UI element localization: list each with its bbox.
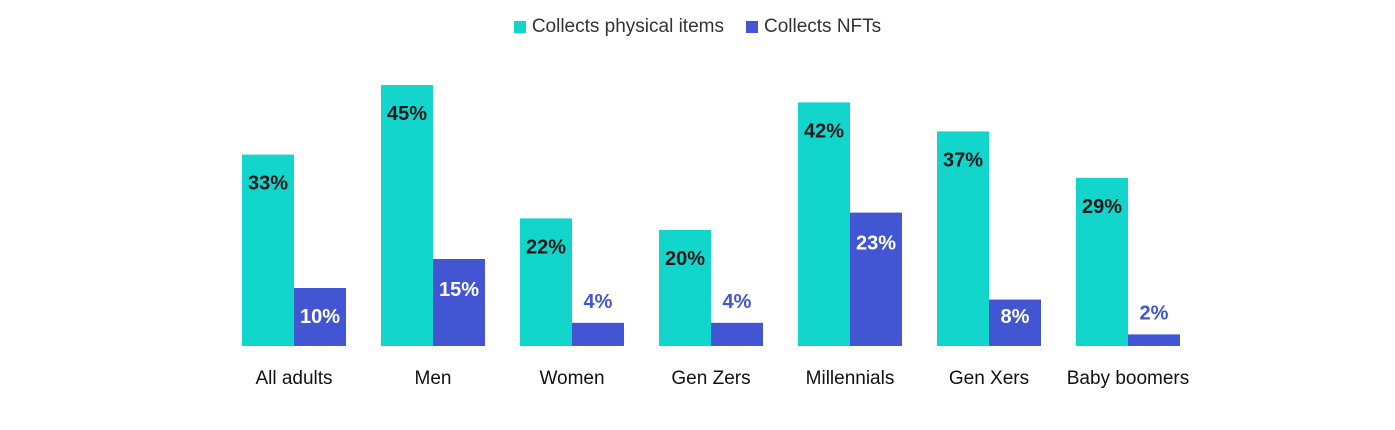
bar-nfts-1: [433, 259, 485, 346]
bar-nfts-4: [850, 212, 902, 346]
bar-physical-5: [937, 131, 989, 346]
legend-label-physical: Collects physical items: [531, 16, 724, 37]
category-label-5: Gen Xers: [949, 368, 1029, 389]
legend-label-nfts: Collects NFTs: [763, 16, 882, 37]
bar-physical-0: [242, 154, 294, 346]
legend-swatch-physical: [513, 21, 526, 33]
legend-item-nfts: Collects NFTs: [745, 16, 882, 38]
bar-label-physical-6: 29%: [1082, 196, 1122, 218]
bar-label-physical-2: 22%: [526, 236, 566, 258]
category-label-2: Women: [539, 368, 604, 389]
category-label-6: Baby boomers: [1067, 368, 1190, 389]
bar-nfts-6: [1128, 334, 1180, 346]
bar-label-nfts-6: 2%: [1140, 302, 1169, 324]
bar-label-physical-5: 37%: [943, 149, 983, 171]
bar-physical-1: [381, 85, 433, 346]
category-label-1: Men: [415, 368, 452, 389]
bar-nfts-3: [711, 322, 763, 346]
bar-physical-2: [520, 218, 572, 346]
bar-label-nfts-4: 23%: [856, 233, 896, 255]
bar-nfts-0: [294, 288, 346, 346]
category-label-4: Millennials: [806, 368, 895, 389]
bar-nfts-2: [572, 322, 624, 346]
bar-label-physical-1: 45%: [387, 103, 427, 125]
bar-physical-3: [659, 230, 711, 346]
bar-label-physical-0: 33%: [248, 173, 288, 195]
category-label-3: Gen Zers: [671, 368, 750, 389]
bar-label-nfts-5: 8%: [1001, 306, 1030, 328]
bar-label-nfts-3: 4%: [723, 291, 752, 313]
bar-physical-6: [1076, 177, 1128, 346]
legend-swatch-nfts: [745, 21, 758, 33]
bar-nfts-5: [989, 299, 1041, 346]
legend-item-physical: Collects physical items: [513, 16, 724, 38]
bar-label-physical-3: 20%: [665, 248, 705, 270]
bar-label-nfts-0: 10%: [300, 306, 340, 328]
bar-label-physical-4: 42%: [804, 120, 844, 142]
category-label-0: All adults: [255, 368, 332, 389]
legend: Collects physical items Collects NFTs: [0, 16, 1395, 38]
bar-label-nfts-2: 4%: [584, 291, 613, 313]
bar-label-nfts-1: 15%: [439, 279, 479, 301]
bar-physical-4: [798, 102, 850, 347]
